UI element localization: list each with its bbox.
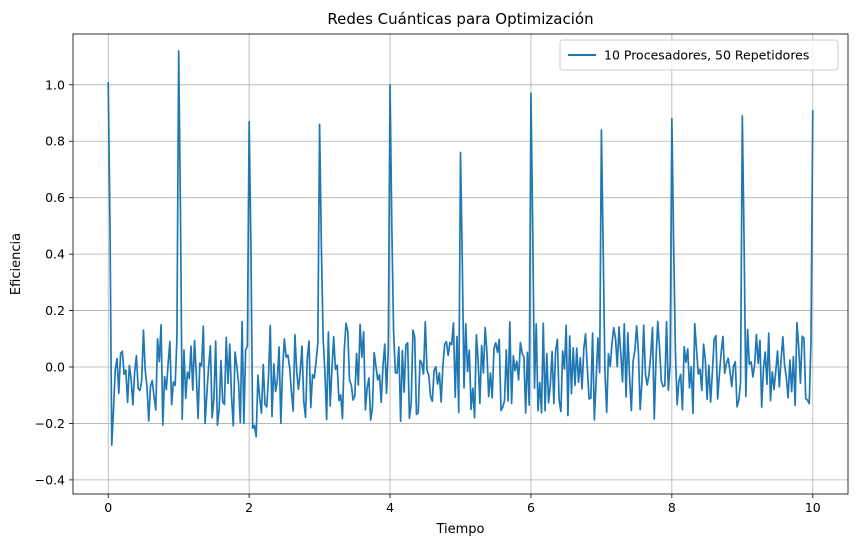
y-tick-label: 0.2 bbox=[45, 303, 65, 318]
legend-label: 10 Procesadores, 50 Repetidores bbox=[604, 48, 809, 63]
y-tick-label: 0.4 bbox=[45, 247, 65, 262]
y-axis-ticks: −0.4 −0.2 0.0 0.2 0.4 0.6 0.8 1.0 bbox=[35, 77, 73, 487]
y-tick-label: 0.0 bbox=[45, 360, 65, 375]
y-tick-label: −0.4 bbox=[35, 472, 65, 487]
y-tick-label: 0.8 bbox=[45, 134, 65, 149]
y-tick-label: 0.6 bbox=[45, 190, 65, 205]
y-axis-label: Eficiencia bbox=[9, 233, 24, 295]
y-tick-label: −0.2 bbox=[35, 416, 65, 431]
x-tick-label: 6 bbox=[527, 500, 535, 515]
series-layer bbox=[107, 50, 814, 447]
series-line-0 bbox=[107, 50, 814, 447]
x-tick-label: 2 bbox=[245, 500, 253, 515]
legend-box bbox=[559, 39, 839, 71]
y-tick-label: 1.0 bbox=[45, 77, 65, 92]
x-tick-label: 0 bbox=[104, 500, 112, 515]
x-axis-label: Tiempo bbox=[435, 522, 484, 537]
plot-frame bbox=[72, 33, 849, 495]
x-axis-ticks: 0 2 4 6 8 10 bbox=[104, 494, 821, 515]
x-tick-label: 10 bbox=[805, 500, 821, 515]
x-tick-label: 8 bbox=[668, 500, 676, 515]
legend: 10 Procesadores, 50 Repetidores bbox=[559, 39, 839, 71]
x-tick-label: 4 bbox=[386, 500, 394, 515]
chart-title: Redes Cuánticas para Optimización bbox=[327, 10, 593, 28]
